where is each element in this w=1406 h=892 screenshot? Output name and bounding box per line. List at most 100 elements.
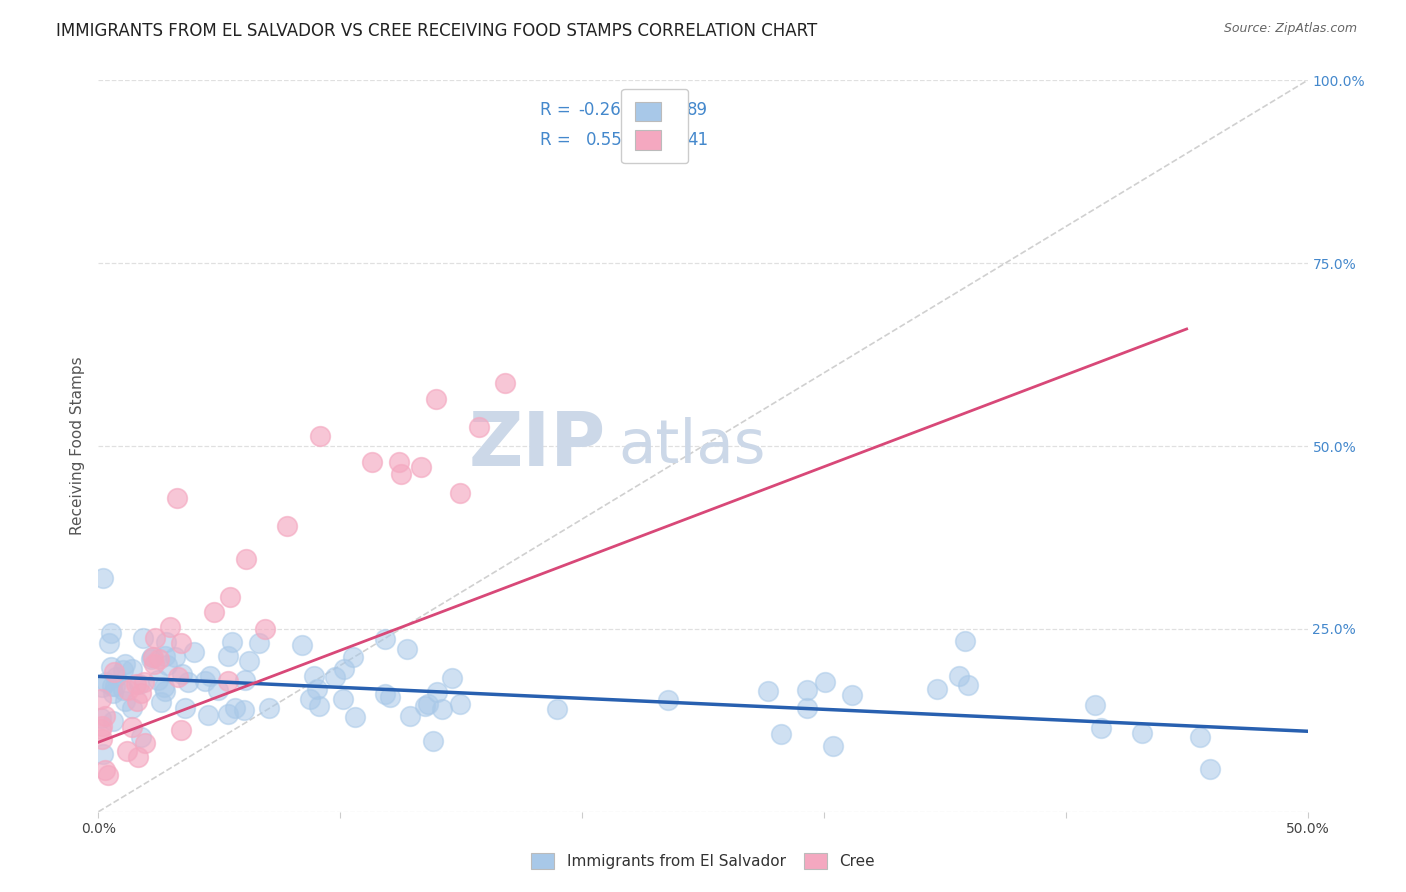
Point [253, 622, 276, 636]
Text: R =: R = [540, 130, 581, 149]
Point [139, 652, 162, 666]
Point [197, 708, 219, 723]
Point [103, 665, 125, 680]
Point [449, 697, 471, 711]
Point [218, 590, 240, 604]
Point [128, 677, 150, 691]
Point [1188, 730, 1211, 744]
Point [117, 744, 139, 758]
Point [132, 674, 155, 689]
Point [170, 723, 193, 737]
Point [150, 695, 173, 709]
Point [100, 626, 122, 640]
Point [416, 697, 439, 711]
Point [224, 701, 246, 715]
Point [183, 645, 205, 659]
Point [1199, 762, 1222, 776]
Point [955, 634, 977, 648]
Point [112, 683, 135, 698]
Point [299, 691, 322, 706]
Point [112, 663, 135, 677]
Point [449, 485, 471, 500]
Point [117, 682, 139, 697]
Point [202, 605, 225, 619]
Text: Source: ZipAtlas.com: Source: ZipAtlas.com [1223, 22, 1357, 36]
Point [170, 667, 193, 681]
Legend: Immigrants from El Salvador, Cree: Immigrants from El Salvador, Cree [526, 847, 880, 875]
Point [221, 635, 243, 649]
Point [374, 687, 396, 701]
Point [121, 721, 143, 735]
Point [426, 685, 449, 699]
Text: 89: 89 [688, 101, 709, 119]
Point [159, 619, 181, 633]
Point [276, 518, 298, 533]
Text: N =: N = [638, 101, 686, 119]
Point [823, 739, 845, 753]
Point [374, 632, 396, 647]
Point [657, 693, 679, 707]
Point [141, 650, 163, 665]
Point [101, 686, 124, 700]
Point [153, 684, 176, 698]
Point [440, 672, 463, 686]
Point [94, 763, 117, 777]
Point [114, 657, 136, 672]
Point [796, 701, 818, 715]
Point [247, 636, 270, 650]
Point [90, 691, 112, 706]
Legend: , : , [621, 88, 688, 163]
Point [238, 654, 260, 668]
Point [342, 650, 364, 665]
Point [155, 635, 177, 649]
Point [546, 701, 568, 715]
Text: ZIP: ZIP [470, 409, 606, 483]
Point [235, 551, 257, 566]
Point [90, 731, 112, 746]
Point [305, 681, 328, 696]
Point [146, 673, 169, 687]
Point [101, 714, 124, 728]
Y-axis label: Receiving Food Stamps: Receiving Food Stamps [70, 357, 86, 535]
Point [388, 455, 411, 469]
Point [308, 698, 330, 713]
Point [104, 670, 127, 684]
Point [468, 420, 491, 434]
Point [396, 642, 419, 657]
Point [344, 710, 367, 724]
Point [308, 429, 330, 443]
Point [257, 700, 280, 714]
Point [143, 631, 166, 645]
Point [127, 750, 149, 764]
Point [332, 661, 354, 675]
Point [302, 669, 325, 683]
Point [91, 571, 114, 585]
Point [156, 657, 179, 672]
Point [380, 690, 402, 705]
Point [841, 688, 863, 702]
Point [1084, 698, 1107, 713]
Point [134, 736, 156, 750]
Point [399, 709, 422, 723]
Point [177, 675, 200, 690]
Point [233, 673, 256, 687]
Point [125, 694, 148, 708]
Text: IMMIGRANTS FROM EL SALVADOR VS CREE RECEIVING FOOD STAMPS CORRELATION CHART: IMMIGRANTS FROM EL SALVADOR VS CREE RECE… [56, 22, 817, 40]
Point [415, 698, 437, 713]
Point [142, 650, 165, 665]
Point [90, 681, 112, 695]
Point [91, 719, 114, 733]
Point [422, 733, 444, 747]
Point [90, 711, 112, 725]
Point [94, 674, 117, 689]
Point [100, 660, 122, 674]
Point [103, 679, 125, 693]
Point [956, 678, 979, 692]
Point [129, 686, 152, 700]
Point [217, 706, 239, 721]
Point [332, 692, 354, 706]
Point [425, 392, 447, 407]
Point [152, 680, 174, 694]
Text: atlas: atlas [619, 417, 766, 475]
Point [129, 731, 152, 745]
